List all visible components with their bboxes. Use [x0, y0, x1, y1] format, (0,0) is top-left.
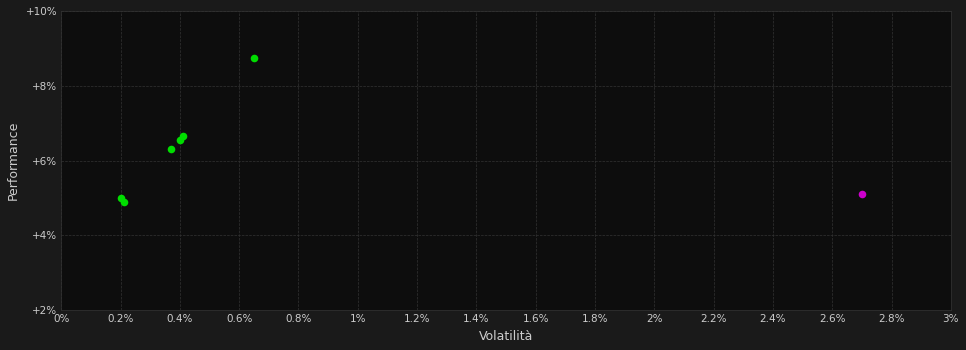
Point	[172, 137, 187, 143]
Point	[175, 133, 190, 139]
Point	[854, 191, 869, 197]
Point	[113, 195, 128, 201]
Point	[246, 55, 262, 61]
X-axis label: Volatilità: Volatilità	[479, 330, 533, 343]
Point	[163, 147, 179, 152]
Point	[116, 199, 131, 205]
Y-axis label: Performance: Performance	[7, 121, 20, 200]
